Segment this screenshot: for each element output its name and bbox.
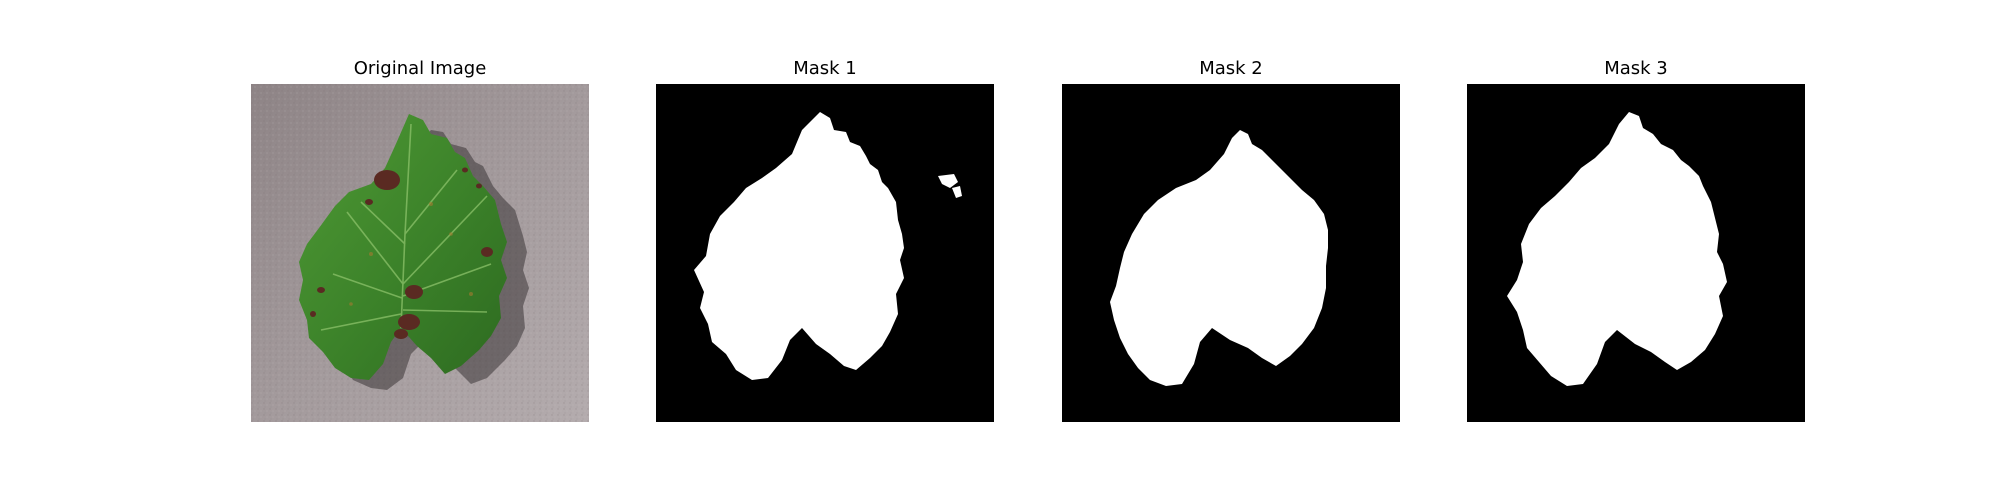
panel-original-image: Original Image: [251, 56, 589, 426]
original-leaf-photo: [251, 84, 589, 422]
panel-title-mask-2: Mask 2: [1199, 58, 1263, 79]
mask-2-image: [1062, 84, 1400, 422]
mask-3-image: [1467, 84, 1805, 422]
mask-1-image: [656, 84, 994, 422]
panel-title-mask-3: Mask 3: [1604, 58, 1668, 79]
panel-mask-2: Mask 2: [1062, 56, 1400, 426]
panel-mask-3: Mask 3: [1467, 56, 1805, 426]
panel-title-original: Original Image: [353, 58, 487, 79]
panel-title-mask-1: Mask 1: [793, 58, 857, 79]
panel-mask-1: Mask 1: [656, 56, 994, 426]
